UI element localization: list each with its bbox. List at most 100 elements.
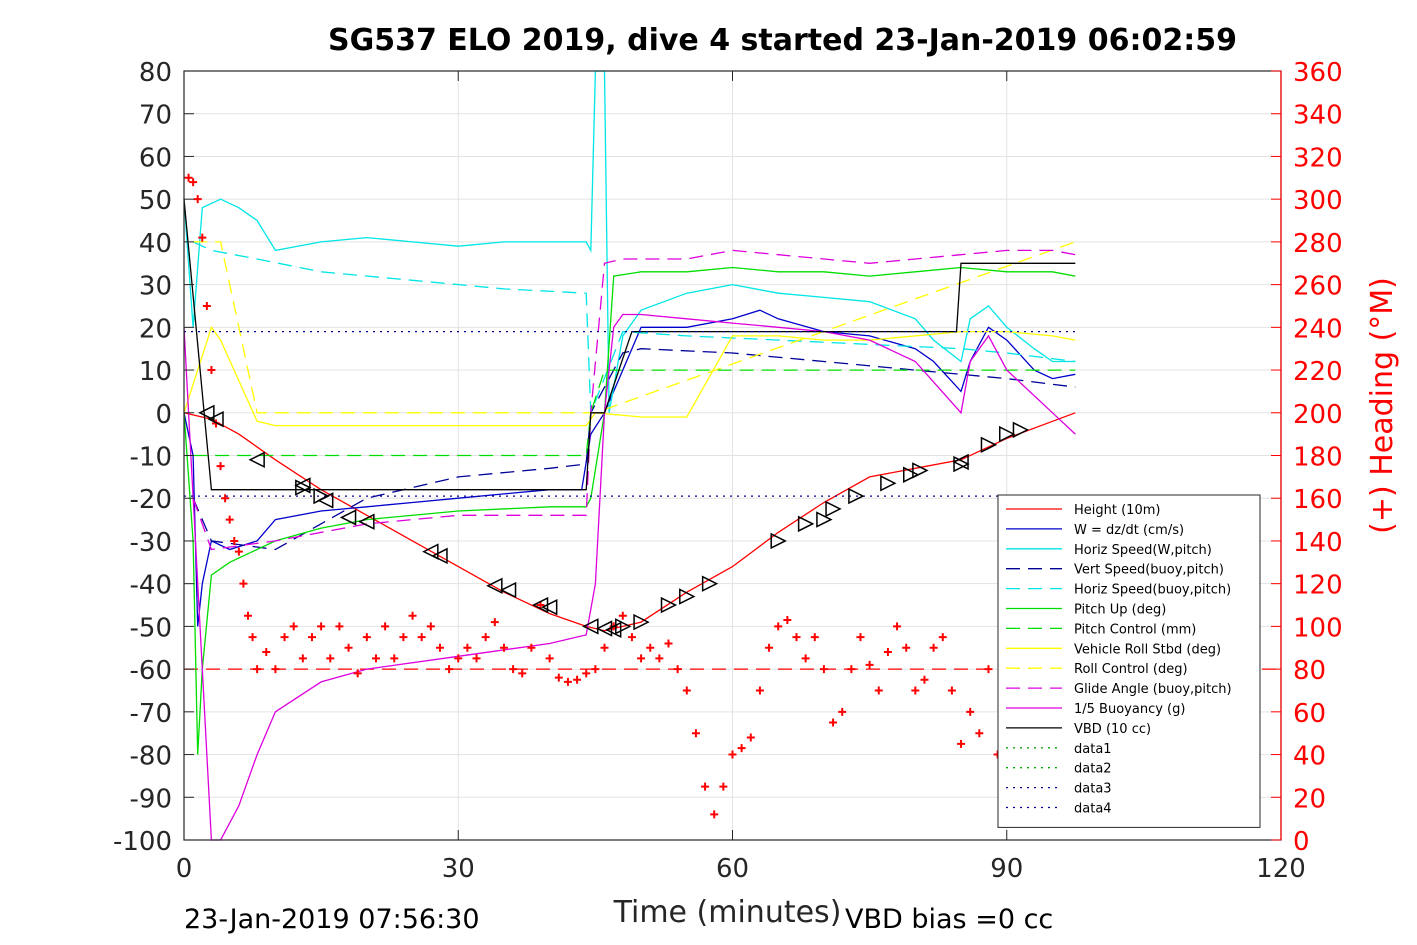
heading-point	[221, 494, 230, 503]
right-y-tick-label: 40	[1293, 742, 1326, 772]
heading-point	[902, 643, 911, 652]
heading-point	[390, 654, 399, 663]
legend-label: Pitch Up (deg)	[1074, 603, 1166, 618]
legend-label: 1/5 Buoyancy (g)	[1074, 702, 1185, 717]
heading-point	[445, 665, 454, 674]
y-tick-label: 60	[139, 143, 172, 173]
heading-point	[527, 643, 536, 652]
heading-point	[381, 622, 390, 631]
triangle-left-marker	[294, 477, 311, 494]
heading-point	[947, 686, 956, 695]
legend-label: Pitch Control (mm)	[1074, 622, 1196, 637]
heading-point	[499, 643, 508, 652]
right-y-tick-label: 0	[1293, 827, 1310, 857]
y-tick-label: 70	[139, 101, 172, 131]
heading-point	[362, 633, 371, 642]
legend-label: data2	[1074, 762, 1112, 777]
series-1-5-buoyancy-g	[183, 313, 1076, 841]
heading-point	[234, 547, 243, 556]
heading-markers	[184, 173, 1011, 819]
heading-point	[618, 611, 627, 620]
right-y-tick-label: 20	[1293, 784, 1326, 814]
triangle-right-marker	[701, 575, 719, 592]
heading-point	[783, 615, 792, 624]
heading-point	[829, 718, 838, 727]
series-w-dz-dt-cm-s	[183, 309, 1076, 627]
triangle-right-marker	[313, 487, 330, 505]
series-glide-angle-buoy-pitch	[192, 249, 1076, 551]
heading-point	[966, 707, 975, 716]
legend-label: W = dz/dt (cm/s)	[1074, 523, 1184, 538]
y-tick-label: -10	[130, 443, 172, 473]
heading-point	[271, 665, 280, 674]
heading-point	[627, 633, 636, 642]
right-y-tick-label: 140	[1293, 528, 1343, 558]
heading-point	[230, 536, 239, 545]
series-horiz-speed-w-pitch	[183, 70, 1076, 413]
heading-point	[184, 173, 193, 182]
y-tick-label: -30	[130, 528, 172, 558]
heading-point	[417, 633, 426, 642]
heading-point	[225, 515, 234, 524]
triangle-right-marker	[660, 596, 678, 614]
heading-point	[755, 686, 764, 695]
heading-point	[573, 675, 582, 684]
y-tick-label: 80	[139, 58, 172, 88]
triangle-right-marker	[825, 500, 842, 518]
triangle-right-marker	[770, 532, 787, 550]
series-roll-control-deg	[193, 241, 1076, 414]
triangle-left-marker	[339, 509, 357, 526]
heading-point	[490, 618, 499, 627]
y-tick-label: 0	[155, 400, 172, 430]
x-tick-label: 0	[176, 854, 193, 884]
heading-point	[454, 654, 463, 663]
heading-point	[435, 643, 444, 652]
heading-point	[554, 673, 563, 682]
heading-point	[664, 639, 673, 648]
heading-point	[600, 643, 609, 652]
series-pitch-up-deg	[183, 266, 1076, 755]
heading-point	[408, 611, 417, 620]
right-y-tick-label: 240	[1293, 314, 1343, 344]
heading-point	[691, 729, 700, 738]
heading-point	[847, 665, 856, 674]
triangle-right-marker	[848, 487, 865, 505]
triangle-markers	[198, 404, 1030, 639]
triangle-left-marker	[248, 451, 265, 468]
heading-point	[701, 782, 710, 791]
right-y-tick-label: 100	[1293, 613, 1343, 643]
right-y-tick-label: 260	[1293, 272, 1343, 302]
right-y-tick-label: 120	[1293, 571, 1343, 601]
heading-point	[929, 643, 938, 652]
heading-point	[957, 739, 966, 748]
heading-point	[883, 648, 892, 657]
right-y-tick-label: 160	[1293, 485, 1343, 515]
x-axis-label: Time (minutes)	[613, 895, 842, 930]
y-tick-label: -90	[130, 784, 172, 814]
triangle-left-marker	[431, 547, 448, 565]
triangle-left-marker	[207, 410, 224, 428]
legend-label: Horiz Speed(W,pitch)	[1074, 543, 1212, 558]
heading-point	[243, 611, 252, 620]
heading-point	[216, 462, 225, 471]
heading-point	[728, 750, 737, 759]
heading-point	[239, 579, 248, 588]
heading-point	[819, 665, 828, 674]
legend-label: VBD (10 cc)	[1074, 722, 1151, 737]
heading-point	[335, 622, 344, 631]
triangle-right-marker	[295, 479, 312, 496]
heading-point	[856, 633, 865, 642]
heading-point	[426, 622, 435, 631]
footer-timestamp: 23-Jan-2019 07:56:30	[184, 904, 480, 935]
triangle-right-marker	[679, 588, 696, 605]
triangle-left-marker	[486, 577, 503, 595]
heading-point	[801, 654, 810, 663]
heading-point	[193, 195, 202, 204]
triangle-right-marker	[797, 515, 815, 533]
triangle-right-marker	[912, 462, 929, 479]
triangle-left-marker	[422, 543, 439, 560]
legend-label: Roll Control (deg)	[1074, 662, 1188, 677]
axes	[183, 70, 1282, 841]
heading-point	[838, 707, 847, 716]
